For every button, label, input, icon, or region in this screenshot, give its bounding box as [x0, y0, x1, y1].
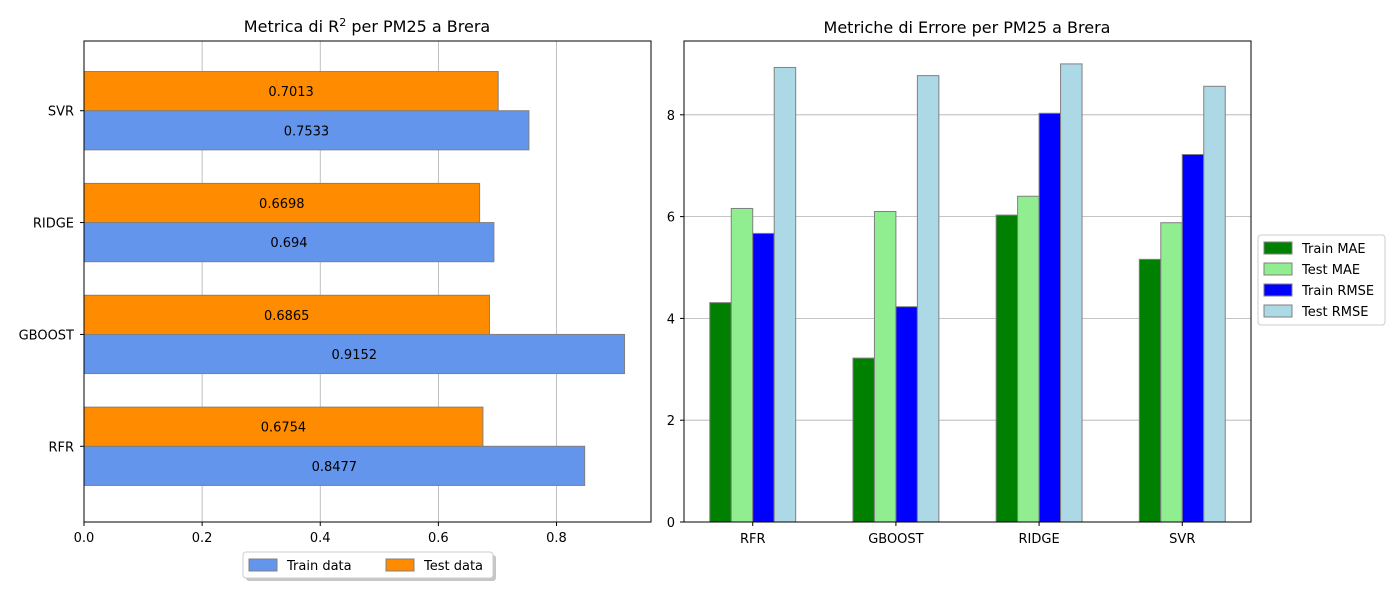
error-x-tick-label-ridge: RIDGE	[1019, 532, 1060, 547]
r2-bar-test-gboost	[83, 294, 490, 335]
error-legend-swatch-test-rmse	[1263, 304, 1293, 318]
error-bar-train-rmse-rfr	[752, 232, 775, 523]
error-x-axis: RFR GBOOST RIDGE SVR	[740, 522, 1195, 547]
r2-y-tick-label-ridge: RIDGE	[33, 217, 74, 232]
error-legend-swatch-train-mae	[1263, 241, 1293, 255]
error-bar-train-mae-ridge	[995, 214, 1019, 523]
r2-y-tick-label-rfr: RFR	[48, 440, 74, 455]
error-bar-train-rmse-ridge	[1038, 112, 1062, 523]
r2-legend-label-test-data: Test data	[423, 559, 483, 574]
r2-bar-train-rfr	[83, 445, 586, 486]
error-legend-box	[1257, 234, 1386, 326]
error-bar-train-mae-gboost	[852, 357, 875, 523]
r2-x-axis: 0.0 0.2 0.4 0.6 0.8	[74, 522, 567, 546]
error-plot-frame	[683, 40, 1252, 523]
r2-legend: Train data Test data	[242, 551, 496, 581]
r2-x-tick-label: 0.4	[310, 531, 331, 546]
error-legend-label-train-mae: Train MAE	[1301, 242, 1366, 257]
error-bar-train-mae-svr	[1138, 258, 1162, 523]
r2-value-label-test-svr: 0.7013	[268, 85, 314, 100]
error-x-tick-label-gboost: GBOOST	[868, 532, 923, 547]
r2-x-tick-label: 0.2	[192, 531, 213, 546]
error-chart: Metriche di Errore per PM25 a Brera RFR G…	[667, 18, 1386, 547]
r2-value-label-test-ridge: 0.6698	[259, 197, 305, 212]
r2-bar-test-ridge	[83, 182, 481, 224]
error-y-tick-label: 2	[667, 414, 675, 429]
r2-value-label-train-ridge: 0.694	[270, 236, 307, 251]
error-bar-test-rmse-rfr	[773, 66, 797, 523]
error-legend: Train MAE Test MAE Train RMSE Test RMSE	[1257, 234, 1386, 326]
r2-legend-swatch-test-data	[385, 558, 415, 572]
error-bars	[709, 63, 1226, 523]
r2-bar-test-svr	[83, 71, 499, 112]
r2-legend-box	[242, 551, 494, 579]
error-legend-swatch-train-rmse	[1263, 283, 1293, 297]
error-bar-test-rmse-svr	[1203, 85, 1226, 523]
r2-y-tick-label-gboost: GBOOST	[19, 328, 74, 343]
r2-legend-label-train-data: Train data	[286, 559, 352, 574]
error-bar-train-rmse-svr	[1181, 154, 1205, 523]
error-x-tick-label-rfr: RFR	[740, 532, 766, 547]
error-bar-test-mae-rfr	[730, 207, 754, 523]
r2-y-axis: RFR GBOOST RIDGE SVR	[19, 105, 84, 455]
r2-value-label-train-rfr: 0.8477	[312, 460, 358, 475]
error-x-tick-label-svr: SVR	[1169, 532, 1195, 547]
error-bar-test-rmse-gboost	[916, 75, 940, 523]
error-bar-test-mae-ridge	[1017, 195, 1040, 523]
error-y-tick-label: 8	[667, 109, 675, 124]
error-bar-train-rmse-gboost	[895, 306, 918, 523]
error-y-tick-label: 6	[667, 211, 675, 226]
r2-chart-title: Metrica di R2 per PM25 a Brera	[244, 16, 490, 36]
error-legend-label-train-rmse: Train RMSE	[1301, 284, 1374, 299]
error-bar-test-mae-gboost	[873, 211, 897, 523]
r2-chart: Metrica di R2 per PM25 a Brera 0.8477 0.6…	[19, 16, 652, 581]
r2-value-label-test-gboost: 0.6865	[264, 309, 310, 324]
error-bar-train-mae-rfr	[709, 302, 732, 523]
r2-x-tick-label: 0.6	[428, 531, 449, 546]
r2-legend-swatch-train-data	[248, 558, 278, 572]
r2-plot-frame	[83, 40, 652, 523]
r2-x-tick-label: 0.8	[546, 531, 567, 546]
r2-value-label-train-gboost: 0.9152	[332, 348, 378, 363]
error-y-tick-label: 0	[667, 516, 675, 531]
error-y-tick-label: 4	[667, 312, 675, 327]
r2-bars	[83, 71, 626, 486]
error-bar-test-mae-svr	[1160, 222, 1183, 523]
r2-value-label-train-svr: 0.7533	[284, 124, 330, 139]
error-bar-test-rmse-ridge	[1060, 63, 1083, 523]
r2-value-label-test-rfr: 0.6754	[261, 421, 307, 436]
error-y-axis: 0 2 4 6 8	[667, 109, 684, 531]
error-chart-title: Metriche di Errore per PM25 a Brera	[824, 18, 1111, 37]
r2-value-labels: 0.8477 0.6754 0.9152 0.6865 0.694 0.6698 0.753…	[259, 85, 377, 475]
r2-bar-train-svr	[83, 110, 530, 151]
error-legend-swatch-test-mae	[1263, 262, 1293, 276]
error-legend-label-test-mae: Test MAE	[1301, 263, 1360, 278]
r2-y-tick-label-svr: SVR	[48, 105, 74, 120]
error-legend-label-test-rmse: Test RMSE	[1301, 305, 1368, 320]
r2-x-tick-label: 0.0	[74, 531, 95, 546]
